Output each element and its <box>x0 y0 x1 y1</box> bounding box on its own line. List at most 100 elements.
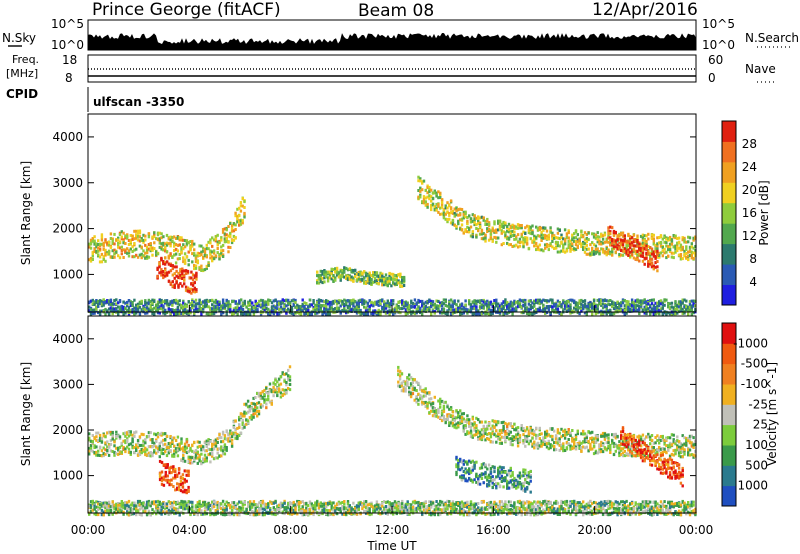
heatmap-cell <box>482 216 485 220</box>
heatmap-cell <box>563 242 567 246</box>
heatmap-cell <box>587 309 590 313</box>
heatmap-cell <box>127 251 131 255</box>
heatmap-cell <box>126 440 129 444</box>
heatmap-cell <box>263 392 266 396</box>
heatmap-cell <box>109 237 113 240</box>
heatmap-cell <box>408 393 411 397</box>
heatmap-cell <box>629 235 632 238</box>
heatmap-cell <box>343 302 346 306</box>
heatmap-cell <box>580 298 583 302</box>
heatmap-cell <box>417 305 420 309</box>
heatmap-cell <box>392 302 395 306</box>
heatmap-cell <box>167 279 171 283</box>
heatmap-cell <box>254 402 257 406</box>
heatmap-cell <box>426 202 429 206</box>
heatmap-cell <box>164 300 167 304</box>
heatmap-cell <box>685 252 688 255</box>
heatmap-cell <box>478 216 482 220</box>
heatmap-cell <box>122 439 125 443</box>
heatmap-cell <box>285 372 288 376</box>
heatmap-cell <box>567 304 570 308</box>
heatmap-cell <box>259 394 263 398</box>
heatmap-cell <box>343 304 346 308</box>
heatmap-cell <box>308 298 312 302</box>
heatmap-cell <box>442 311 446 315</box>
heatmap-cell <box>379 274 382 278</box>
heatmap-cell <box>656 255 659 259</box>
heatmap-cell <box>274 388 277 392</box>
heatmap-cell <box>263 308 266 312</box>
heatmap-cell <box>524 306 527 310</box>
heatmap-cell <box>448 307 451 311</box>
heatmap-cell <box>211 445 214 449</box>
heatmap-cell <box>296 308 299 312</box>
heatmap-cell <box>171 453 174 457</box>
colorbar-swatch <box>722 243 736 265</box>
heatmap-cell <box>583 299 587 303</box>
heatmap-cell <box>335 273 339 277</box>
heatmap-cell <box>462 311 465 315</box>
heatmap-cell <box>115 446 118 450</box>
heatmap-cell <box>174 261 178 265</box>
heatmap-cell <box>200 307 203 311</box>
heatmap-cell <box>310 312 313 316</box>
heatmap-cell <box>198 444 201 448</box>
heatmap-cell <box>234 436 237 440</box>
heatmap-cell <box>93 250 96 253</box>
heatmap-cell <box>129 240 132 244</box>
heatmap-cell <box>160 242 163 246</box>
heatmap-cell <box>596 235 599 239</box>
heatmap-cell <box>254 405 257 409</box>
heatmap-cell <box>464 229 467 233</box>
heatmap-cell <box>558 244 561 248</box>
heatmap-cell <box>650 249 654 253</box>
heatmap-cell <box>451 300 455 304</box>
heatmap-cell <box>185 255 189 259</box>
heatmap-cell <box>272 390 275 394</box>
heatmap-cell <box>337 308 341 312</box>
heatmap-cell <box>326 279 330 283</box>
heatmap-cell <box>198 298 201 302</box>
heatmap-cell <box>167 256 170 260</box>
heatmap-cell <box>263 301 266 305</box>
heatmap-cell <box>330 302 333 306</box>
heatmap-cell <box>149 249 152 253</box>
heatmap-cell <box>221 452 225 456</box>
heatmap-cell <box>386 278 389 282</box>
heatmap-cell <box>106 449 109 452</box>
heatmap-cell <box>187 241 190 245</box>
heatmap-cell <box>207 263 210 267</box>
heatmap-cell <box>397 373 400 377</box>
heatmap-cell <box>131 238 134 241</box>
heatmap-cell <box>612 307 616 311</box>
heatmap-cell <box>212 440 216 444</box>
heatmap-cell <box>398 370 402 374</box>
heatmap-cell <box>111 437 114 441</box>
heatmap-cell <box>563 240 567 244</box>
heatmap-cell <box>417 189 420 192</box>
heatmap-cell <box>234 431 237 435</box>
heatmap-cell <box>355 272 359 276</box>
heatmap-cell <box>383 303 386 307</box>
heatmap-cell <box>411 305 415 309</box>
heatmap-cell <box>634 244 637 248</box>
heatmap-cell <box>169 312 172 315</box>
heatmap-cell <box>383 306 386 310</box>
heatmap-cell <box>227 234 230 238</box>
heatmap-cell <box>276 300 279 304</box>
heatmap-cell <box>401 284 404 288</box>
heatmap-cell <box>600 312 603 316</box>
heatmap-cell <box>663 303 666 307</box>
heatmap-cell <box>442 208 446 212</box>
heatmap-cell <box>181 274 184 278</box>
heatmap-cell <box>419 387 422 391</box>
heatmap-cell <box>140 308 143 312</box>
heatmap-cell <box>160 476 164 480</box>
heatmap-cell <box>118 436 122 440</box>
heatmap-cell <box>129 450 132 454</box>
heatmap-cell <box>236 309 239 312</box>
heatmap-cell <box>419 311 422 315</box>
heatmap-cell <box>287 377 290 381</box>
heatmap-cell <box>620 304 623 308</box>
heatmap-cell <box>88 300 91 304</box>
